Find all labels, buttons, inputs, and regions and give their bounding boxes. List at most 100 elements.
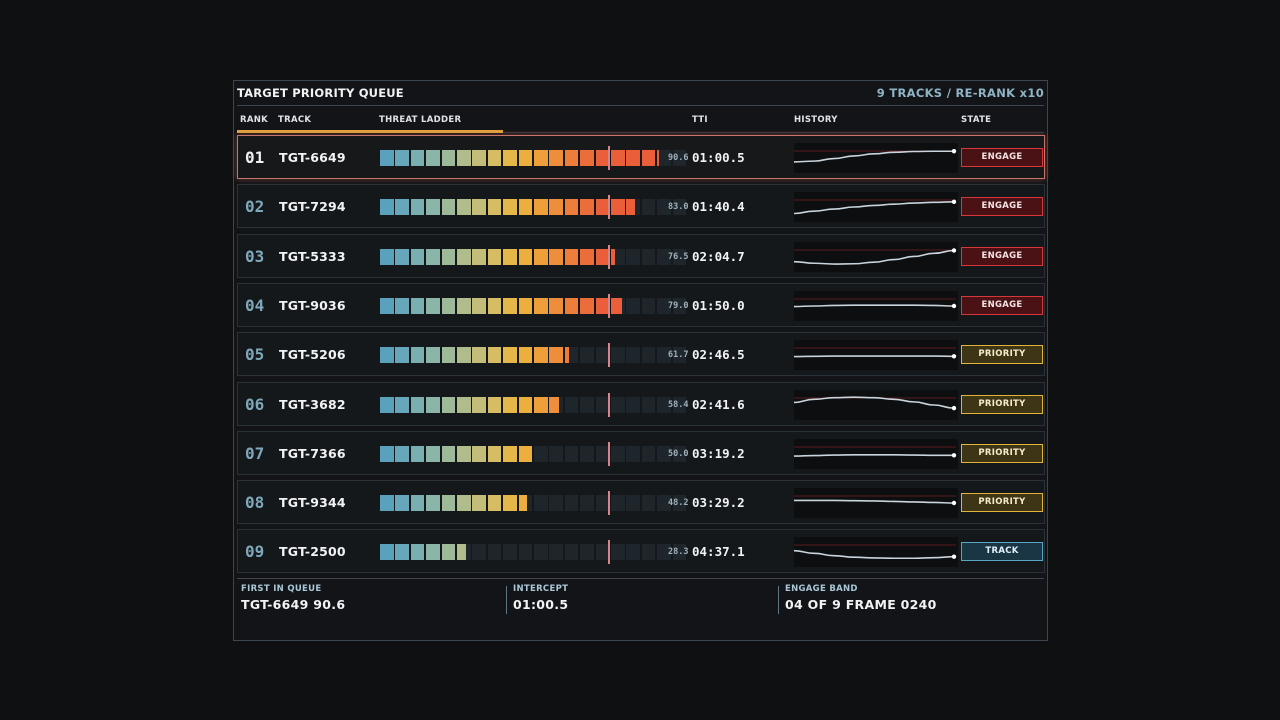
ladder-segment <box>426 396 440 413</box>
first-in-queue-label: FIRST IN QUEUE <box>241 584 322 594</box>
row-track-id: TGT-9036 <box>279 297 346 313</box>
ladder-segment <box>426 445 440 462</box>
history-current-point <box>951 303 957 309</box>
queue-row[interactable]: 09 TGT-2500 28.3 04:37.1 TRACK <box>237 529 1045 574</box>
queue-row[interactable]: 05 TGT-5206 61.7 02:46.5 PRIORITY <box>237 332 1045 377</box>
ladder-segment <box>380 199 394 216</box>
queue-row[interactable]: 01 TGT-6649 90.6 01:00.5 ENGAGE <box>237 135 1045 179</box>
ladder-segment <box>641 445 656 462</box>
queue-row[interactable]: 07 TGT-7366 50.0 03:19.2 PRIORITY <box>237 430 1045 475</box>
state-badge[interactable]: ENGAGE <box>961 246 1043 266</box>
ladder-segment <box>426 544 440 561</box>
ladder-segment <box>410 347 425 364</box>
threat-ladder <box>380 491 688 516</box>
priority-queue-panel: TARGET PRIORITY QUEUE 9 TRACKS / RE-RANK… <box>233 80 1048 641</box>
history-line <box>794 150 954 163</box>
threat-ladder <box>380 540 688 565</box>
ladder-segment <box>518 347 533 364</box>
ladder-segment <box>380 248 394 265</box>
state-badge[interactable]: ENGAGE <box>961 148 1043 167</box>
history-current-point <box>951 247 957 253</box>
state-badge[interactable]: PRIORITY <box>961 394 1043 414</box>
ladder-segment <box>626 347 640 364</box>
panel-header: TARGET PRIORITY QUEUE 9 TRACKS / RE-RANK… <box>237 81 1044 106</box>
column-state[interactable]: STATE <box>961 115 992 125</box>
history-sparkline <box>794 192 958 223</box>
ladder-segment <box>487 297 502 314</box>
ladder-segment <box>580 248 594 265</box>
history-line <box>794 395 955 409</box>
ladder-segment <box>395 396 409 413</box>
queue-row[interactable]: 08 TGT-9344 48.2 03:29.2 PRIORITY <box>237 480 1045 525</box>
history-line <box>794 550 955 560</box>
column-rank[interactable]: RANK <box>240 115 269 125</box>
row-rank: 02 <box>245 197 265 217</box>
queue-row[interactable]: 06 TGT-3682 58.4 02:41.6 PRIORITY <box>237 381 1045 426</box>
ladder-segment <box>580 199 594 216</box>
ladder-segment <box>626 544 640 561</box>
ladder-segment <box>441 297 456 314</box>
engage-threshold-marker <box>608 491 610 516</box>
ladder-segment <box>518 248 533 265</box>
column-track[interactable]: TRACK <box>278 115 312 125</box>
history-line <box>794 499 955 504</box>
ladder-segment <box>395 248 409 265</box>
history-current-point <box>951 405 957 410</box>
time-to-intercept: 01:00.5 <box>692 150 745 165</box>
row-track-id: TGT-5333 <box>279 248 346 264</box>
ladder-segment <box>503 199 517 216</box>
ladder-segment <box>487 396 502 413</box>
state-badge[interactable]: TRACK <box>961 542 1043 562</box>
queue-row[interactable]: 02 TGT-7294 83.0 01:40.4 ENGAGE <box>237 184 1045 229</box>
ladder-segment-partial <box>549 396 559 413</box>
row-track-id: TGT-3682 <box>279 396 346 412</box>
ladder-segment <box>564 150 579 166</box>
threat-ladder <box>380 441 688 466</box>
row-track-id: TGT-9344 <box>279 495 346 511</box>
column-history[interactable]: HISTORY <box>794 115 838 125</box>
ladder-segment <box>472 199 486 216</box>
ladder-segment <box>380 347 394 364</box>
ladder-segment <box>672 347 687 364</box>
state-badge[interactable]: PRIORITY <box>961 493 1043 513</box>
history-current-point <box>951 354 957 359</box>
ladder-segment <box>472 445 486 462</box>
threat-ladder <box>380 146 688 170</box>
ladder-segment <box>580 445 594 462</box>
engage-threshold-marker <box>608 293 610 318</box>
state-badge[interactable]: ENGAGE <box>961 197 1043 217</box>
engage-threshold-marker <box>608 392 610 417</box>
ladder-segment <box>518 150 533 166</box>
ladder-segment <box>503 396 517 413</box>
engage-threshold-marker <box>608 146 610 170</box>
ladder-segment <box>457 347 471 364</box>
ladder-segment <box>534 199 548 216</box>
history-sparkline <box>794 290 958 321</box>
ladder-segment <box>549 248 563 265</box>
ladder-segment <box>626 248 640 265</box>
ladder-segment <box>487 347 502 364</box>
history-sparkline <box>794 389 958 420</box>
ladder-segment <box>611 495 625 512</box>
ladder-segment <box>657 495 671 512</box>
column-tti[interactable]: TTI <box>692 115 708 125</box>
state-badge[interactable]: PRIORITY <box>961 443 1043 463</box>
queue-row[interactable]: 03 TGT-5333 76.5 02:04.7 ENGAGE <box>237 233 1045 278</box>
ladder-segment <box>549 150 563 166</box>
ladder-segment <box>380 495 394 512</box>
state-badge[interactable]: PRIORITY <box>961 345 1043 365</box>
threat-ladder <box>380 195 688 220</box>
ladder-segment <box>457 495 471 512</box>
column-threat-ladder[interactable]: THREAT LADDER <box>379 115 462 125</box>
queue-footer: FIRST IN QUEUE TGT-6649 90.6 INTERCEPT 0… <box>237 578 1044 618</box>
ladder-segment <box>380 544 394 561</box>
ladder-segment <box>457 150 471 166</box>
ladder-segment <box>395 150 409 166</box>
ladder-segment <box>595 297 610 314</box>
ladder-segment <box>395 347 409 364</box>
ladder-segment <box>441 544 456 561</box>
ladder-segment <box>518 445 533 462</box>
state-badge[interactable]: ENGAGE <box>961 295 1043 315</box>
queue-row[interactable]: 04 TGT-9036 79.0 01:50.0 ENGAGE <box>237 282 1045 327</box>
ladder-segment <box>641 396 656 413</box>
